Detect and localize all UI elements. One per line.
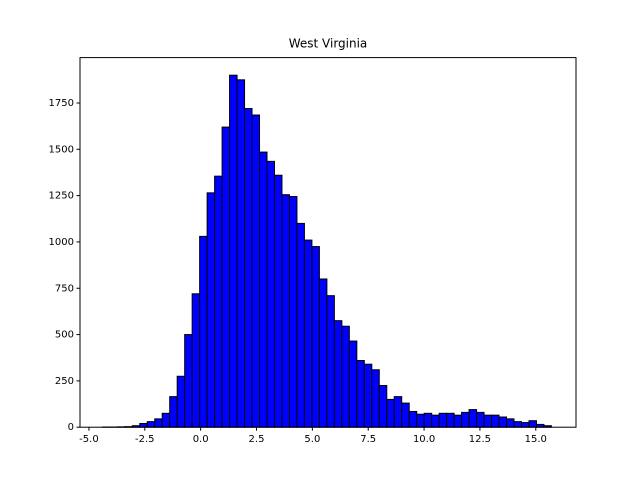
bar — [154, 418, 163, 428]
y-tick-label: 1000 — [49, 237, 74, 248]
bar — [296, 222, 305, 428]
bar — [386, 398, 395, 428]
bar — [221, 126, 231, 428]
bar — [498, 416, 508, 428]
bar — [483, 414, 493, 428]
x-tick-label: 2.5 — [249, 434, 265, 445]
x-tick-label: -5.0 — [79, 434, 99, 445]
bar — [446, 412, 455, 428]
bar — [356, 360, 365, 428]
bar — [333, 320, 343, 428]
bar — [236, 79, 246, 428]
y-tick-label: 1250 — [49, 191, 74, 202]
bar — [363, 363, 373, 428]
bar — [199, 235, 208, 428]
bar — [318, 278, 328, 428]
y-tick-label: 0 — [68, 422, 74, 433]
bar — [468, 409, 478, 428]
x-tick-label: 15.0 — [525, 434, 547, 445]
bar — [206, 192, 216, 428]
bar — [251, 114, 261, 428]
bar — [491, 414, 500, 428]
bar — [408, 410, 418, 428]
x-tick-label: 0.0 — [193, 434, 209, 445]
bar — [423, 412, 433, 428]
bar — [273, 174, 283, 428]
y-tick-label: 1500 — [49, 144, 74, 155]
bar — [348, 340, 358, 428]
bar — [229, 74, 238, 428]
bar — [401, 402, 410, 428]
bar — [378, 385, 388, 428]
bar — [506, 418, 515, 428]
bar — [416, 413, 425, 428]
bar — [176, 375, 186, 428]
y-tick-label: 250 — [55, 376, 74, 387]
bar — [393, 396, 403, 428]
x-tick-label: 5.0 — [304, 434, 320, 445]
y-tick-label: 500 — [55, 330, 74, 341]
bar — [244, 108, 253, 428]
chart-title: West Virginia — [289, 37, 368, 51]
bar — [146, 421, 156, 428]
y-tick-label: 750 — [55, 283, 74, 294]
bar — [214, 175, 223, 428]
bar — [453, 414, 463, 428]
bar — [528, 420, 537, 428]
bar — [191, 293, 201, 428]
bar — [520, 422, 530, 428]
bar — [288, 196, 298, 428]
bar — [161, 412, 171, 428]
bar — [371, 369, 380, 428]
y-tick-label: 1750 — [49, 98, 74, 109]
x-tick-label: -2.5 — [135, 434, 155, 445]
bar — [139, 422, 148, 428]
bar — [303, 239, 313, 428]
bar — [326, 295, 335, 428]
bar — [259, 151, 268, 428]
x-tick-label: 12.5 — [469, 434, 491, 445]
bar — [169, 396, 178, 428]
bar — [266, 160, 275, 428]
bar — [311, 246, 320, 428]
bar — [476, 411, 485, 428]
bar — [513, 421, 522, 428]
x-tick-label: 7.5 — [360, 434, 376, 445]
bar — [438, 412, 448, 428]
bar — [461, 411, 470, 428]
x-tick-label: 10.0 — [413, 434, 435, 445]
bar — [281, 194, 290, 428]
bar — [431, 414, 440, 428]
bar — [184, 334, 193, 428]
bar — [341, 325, 350, 428]
